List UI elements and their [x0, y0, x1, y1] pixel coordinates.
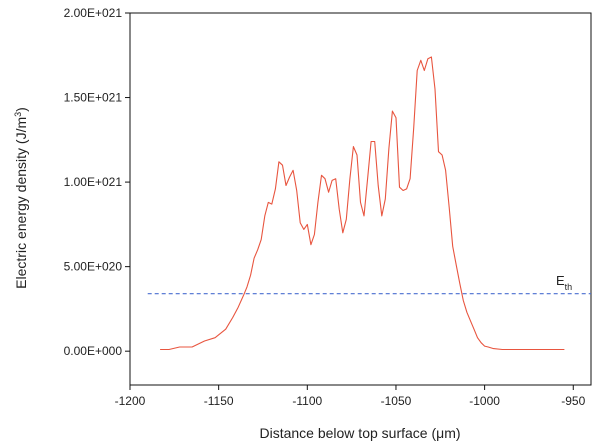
y-tick-label: 5.00E+020 — [64, 260, 123, 274]
series-layer — [147, 56, 591, 351]
threshold-label: Eth — [556, 273, 572, 292]
x-tick-label: -950 — [561, 394, 585, 408]
y-tick-label: 0.00E+000 — [64, 344, 123, 358]
y-tick-label: 1.00E+021 — [64, 175, 123, 189]
energy-density-line — [160, 56, 565, 351]
x-tick-label: -1100 — [292, 394, 322, 408]
x-tick-label: -1200 — [115, 394, 146, 408]
x-tick-label: -1050 — [381, 394, 412, 408]
y-axis: 0.00E+000 5.00E+020 1.00E+021 1.50E+021 2.00… — [64, 6, 130, 358]
y-tick-label: 1.50E+021 — [64, 91, 123, 105]
y-tick-label: 2.00E+021 — [64, 6, 123, 20]
x-tick-label: -1150 — [204, 394, 234, 408]
x-axis: -1200 -1150 -1100 -1050 -1000 -950 — [115, 385, 586, 408]
y-axis-title: Electric energy density (J/m3) — [13, 107, 29, 289]
x-axis-title: Distance below top surface (μm) — [259, 425, 460, 441]
x-tick-label: -1000 — [469, 394, 500, 408]
plot-frame — [129, 12, 592, 386]
